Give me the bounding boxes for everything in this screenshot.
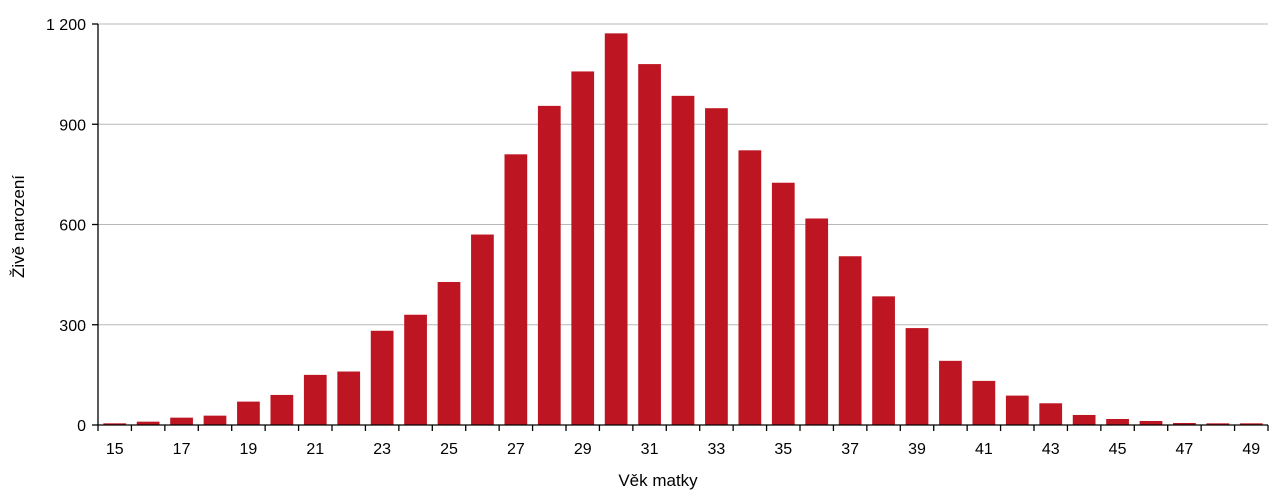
y-tick-label: 1 200 xyxy=(46,17,86,34)
x-tick-label: 27 xyxy=(507,441,525,458)
bar-34 xyxy=(738,150,762,425)
x-axis-title: Věk matky xyxy=(618,471,698,490)
bar-32 xyxy=(671,95,695,426)
bar-28 xyxy=(537,105,561,425)
bar-47 xyxy=(1173,422,1196,425)
x-tick-label: 39 xyxy=(908,441,926,458)
bar-25 xyxy=(437,281,461,425)
bar-37 xyxy=(838,256,862,425)
x-tick-label: 29 xyxy=(574,441,592,458)
bar-26 xyxy=(471,234,494,425)
bar-43 xyxy=(1039,403,1063,425)
x-tick-label: 15 xyxy=(106,441,124,458)
bar-16 xyxy=(136,421,160,425)
bar-15 xyxy=(103,423,127,425)
y-tick-label: 600 xyxy=(59,218,86,235)
bar-41 xyxy=(972,380,996,425)
x-tick-label: 21 xyxy=(306,441,324,458)
bar-20 xyxy=(270,394,294,425)
bar-48 xyxy=(1206,423,1230,425)
bar-23 xyxy=(370,330,394,425)
bar-35 xyxy=(771,182,795,425)
x-tick-label: 31 xyxy=(641,441,659,458)
x-tick-label: 35 xyxy=(774,441,792,458)
bar-27 xyxy=(504,154,528,425)
x-tick-label: 33 xyxy=(708,441,726,458)
bar-31 xyxy=(638,64,661,425)
y-tick-label: 0 xyxy=(77,418,86,435)
x-tick-label: 49 xyxy=(1242,441,1260,458)
bar-18 xyxy=(203,415,227,425)
x-tick-label: 41 xyxy=(975,441,993,458)
bars xyxy=(103,33,1263,426)
bar-44 xyxy=(1072,414,1096,425)
x-tick-label: 23 xyxy=(373,441,391,458)
x-tick-label: 17 xyxy=(173,441,191,458)
bar-33 xyxy=(705,108,728,426)
x-tick-label: 37 xyxy=(841,441,859,458)
bar-45 xyxy=(1106,418,1129,425)
bar-36 xyxy=(805,218,829,425)
bar-38 xyxy=(872,296,895,425)
bar-49 xyxy=(1239,423,1263,425)
x-tick-label: 19 xyxy=(240,441,258,458)
bar-46 xyxy=(1139,420,1163,425)
y-tick-label: 300 xyxy=(59,318,86,335)
bar-22 xyxy=(337,371,361,425)
bar-40 xyxy=(939,360,962,425)
bar-19 xyxy=(237,401,260,425)
bar-29 xyxy=(571,71,595,426)
bar-24 xyxy=(404,314,427,425)
x-tick-label: 47 xyxy=(1176,441,1194,458)
x-tick-label: 45 xyxy=(1109,441,1127,458)
x-tick-label: 43 xyxy=(1042,441,1060,458)
x-ticks: 15 17 19 21 23 25 27 29 31 33 35 37 39 41 43 45 47 49 xyxy=(97,425,1269,458)
y-ticks: 0 300 600 900 1 200 xyxy=(46,17,98,435)
bar-39 xyxy=(905,328,929,425)
bar-17 xyxy=(170,417,193,425)
bar-21 xyxy=(303,374,327,425)
bar-42 xyxy=(1005,395,1029,425)
x-tick-label: 25 xyxy=(440,441,458,458)
y-tick-label: 900 xyxy=(59,117,86,134)
bar-30 xyxy=(604,33,628,426)
y-axis-title: Živě narození xyxy=(9,175,28,278)
